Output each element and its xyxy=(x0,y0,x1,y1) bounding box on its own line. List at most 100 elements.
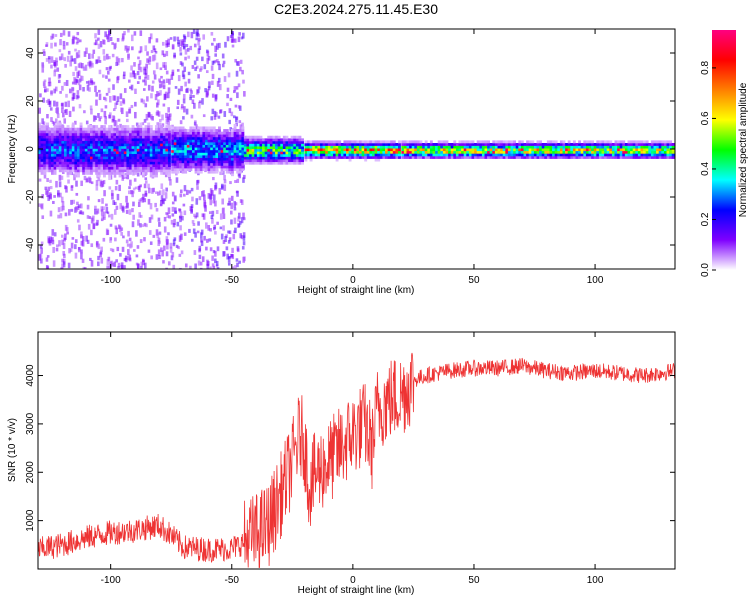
heatmap-cell xyxy=(105,145,109,149)
heatmap-cell xyxy=(165,151,169,155)
heatmap-cell xyxy=(121,140,125,144)
heatmap-cell xyxy=(338,153,342,157)
heatmap-cell xyxy=(249,143,252,147)
heatmap-cell xyxy=(189,265,192,269)
heatmap-cell xyxy=(84,164,88,168)
heatmap-cell xyxy=(123,145,127,149)
heatmap-cell xyxy=(156,191,160,196)
heatmap-cell xyxy=(212,162,216,166)
heatmap-cell xyxy=(325,140,329,144)
heatmap-cell xyxy=(75,52,79,59)
heatmap-cell xyxy=(167,232,170,236)
heatmap-cell xyxy=(187,71,191,76)
heatmap-cell xyxy=(61,138,65,142)
heatmap-cell xyxy=(241,162,245,166)
heatmap-cell xyxy=(554,140,558,144)
heatmap-cell xyxy=(364,158,368,162)
heatmap-cell xyxy=(272,156,276,160)
heatmap-cell xyxy=(171,213,175,217)
heatmap-cell xyxy=(359,145,362,149)
heatmap-cell xyxy=(139,158,143,162)
heatmap-cell xyxy=(416,140,420,144)
heatmap-cell xyxy=(272,146,276,150)
heatmap-cell xyxy=(330,148,334,152)
heatmap-cell xyxy=(526,140,530,144)
heatmap-cell xyxy=(66,158,70,162)
heatmap-cell xyxy=(531,153,535,157)
heatmap-cell xyxy=(40,132,44,136)
heatmap-cell xyxy=(48,169,52,173)
heatmap-cell xyxy=(227,230,230,234)
heatmap-cell xyxy=(637,145,641,149)
heatmap-cell xyxy=(669,143,673,146)
heatmap-cell xyxy=(113,135,117,139)
heatmap-cell xyxy=(209,199,213,206)
heatmap-cell xyxy=(293,143,297,147)
heatmap-cell xyxy=(129,153,132,157)
heatmap-cell xyxy=(58,153,62,157)
heatmap-cell xyxy=(77,174,80,178)
heatmap-cell xyxy=(223,144,227,148)
heatmap-cell xyxy=(546,145,550,149)
heatmap-cell xyxy=(100,153,104,157)
heatmap-cell xyxy=(58,122,62,126)
heatmap-cell xyxy=(275,146,278,150)
heatmap-cell xyxy=(87,143,91,147)
heatmap-cell xyxy=(173,142,177,145)
heatmap-cell xyxy=(259,135,263,139)
heatmap-cell xyxy=(116,62,120,66)
heatmap-cell xyxy=(74,140,78,144)
heatmap-cell xyxy=(111,42,114,45)
heatmap-cell xyxy=(45,57,49,62)
heatmap-cell xyxy=(290,161,294,165)
heatmap-cell xyxy=(144,164,148,168)
heatmap-cell xyxy=(142,166,145,170)
heatmap-cell xyxy=(369,143,373,146)
heatmap-cell xyxy=(216,246,220,252)
heatmap-cell xyxy=(105,158,109,162)
heatmap-cell xyxy=(515,148,519,152)
heatmap-cell xyxy=(97,135,101,139)
heatmap-cell xyxy=(282,159,286,163)
heatmap-cell xyxy=(123,132,127,136)
heatmap-cell xyxy=(168,215,171,219)
heatmap-cell xyxy=(609,140,613,144)
heatmap-cell xyxy=(207,131,211,135)
heatmap-cell xyxy=(220,168,224,171)
heatmap-cell xyxy=(207,86,211,91)
x-tick-label: 100 xyxy=(587,275,604,286)
heatmap-cell xyxy=(155,164,158,168)
heatmap-cell xyxy=(217,77,221,83)
heatmap-cell xyxy=(338,140,342,144)
heatmap-cell xyxy=(67,179,70,184)
heatmap-cell xyxy=(126,169,130,173)
heatmap-cell xyxy=(70,185,74,188)
heatmap-cell xyxy=(549,145,553,149)
heatmap-cell xyxy=(614,148,618,152)
heatmap-cell xyxy=(109,237,113,241)
heatmap-cell xyxy=(635,145,639,149)
heatmap-cell xyxy=(510,143,514,146)
heatmap-cell xyxy=(523,153,527,157)
heatmap-cell xyxy=(114,237,117,242)
heatmap-cell xyxy=(168,132,171,136)
heatmap-cell xyxy=(301,148,304,152)
heatmap-cell xyxy=(173,170,177,174)
heatmap-cell xyxy=(66,231,69,235)
heatmap-cell xyxy=(134,166,138,170)
heatmap-cell xyxy=(192,147,195,151)
heatmap-cell xyxy=(356,156,360,159)
heatmap-cell xyxy=(97,255,100,261)
heatmap-cell xyxy=(218,144,221,148)
heatmap-cell xyxy=(155,143,158,147)
heatmap-cell xyxy=(55,180,58,188)
heatmap-cell xyxy=(218,162,221,166)
heatmap-cell xyxy=(176,157,180,161)
heatmap-cell xyxy=(635,150,639,154)
heatmap-cell xyxy=(282,140,286,144)
heatmap-cell xyxy=(398,153,401,157)
heatmap-cell xyxy=(267,143,271,147)
heatmap-cell xyxy=(173,54,176,59)
heatmap-cell xyxy=(181,165,185,169)
